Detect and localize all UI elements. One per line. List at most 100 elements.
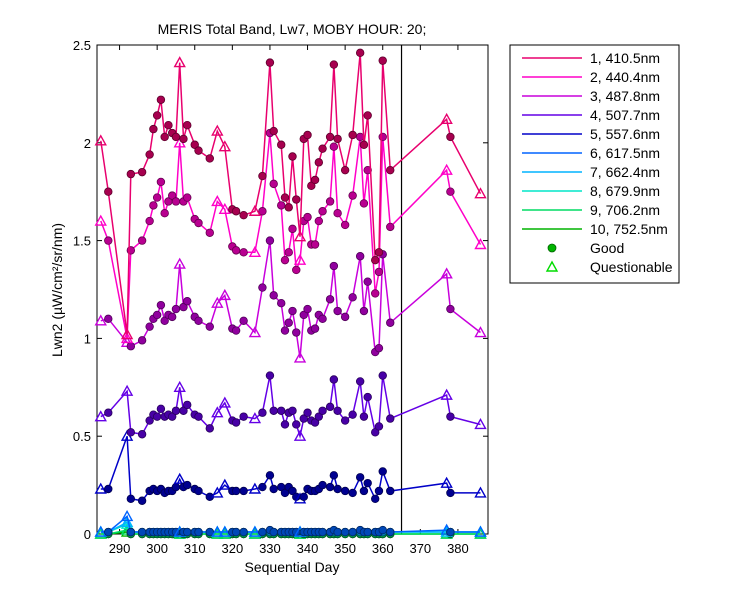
- good-point: [231, 326, 241, 335]
- good-point: [179, 134, 188, 144]
- good-point: [310, 175, 320, 185]
- good-point: [359, 306, 369, 316]
- questionable-point: [248, 482, 262, 494]
- questionable-point: [248, 412, 262, 424]
- good-point: [137, 236, 147, 245]
- good-point: [179, 406, 188, 415]
- good-point: [363, 165, 372, 175]
- good-point: [340, 527, 350, 537]
- x-tick-label: 340: [297, 541, 319, 556]
- good-point: [231, 486, 241, 496]
- good-point: [231, 207, 241, 216]
- legend-label: Good: [590, 240, 624, 256]
- good-point: [277, 406, 286, 415]
- good-point: [231, 246, 241, 255]
- good-point: [152, 111, 162, 120]
- good-point: [258, 482, 267, 492]
- good-point: [231, 527, 241, 537]
- good-point: [205, 527, 214, 537]
- good-point: [386, 165, 395, 175]
- good-point: [378, 467, 387, 476]
- questionable-point: [120, 328, 134, 340]
- good-point: [355, 252, 365, 261]
- y-axis-label: Lwn2 (µW/cm²/sr/nm): [49, 223, 65, 357]
- x-tick-label: 360: [372, 541, 394, 556]
- questionable-point: [218, 288, 232, 301]
- good-point: [126, 246, 136, 255]
- good-point: [194, 527, 203, 537]
- good-point: [145, 216, 154, 226]
- good-point: [171, 482, 181, 492]
- questionable-point: [293, 351, 307, 363]
- good-point: [292, 265, 301, 275]
- good-point: [371, 289, 380, 298]
- good-point: [348, 293, 357, 302]
- x-tick-label: 370: [409, 541, 431, 556]
- questionable-point: [474, 525, 487, 537]
- good-point: [258, 171, 267, 181]
- good-point: [340, 220, 350, 230]
- questionable-point: [211, 525, 224, 537]
- x-tick-label: 320: [221, 541, 243, 556]
- good-point: [363, 277, 372, 286]
- legend-label: 4, 507.7nm: [590, 107, 660, 123]
- good-point: [333, 527, 342, 537]
- good-point: [386, 486, 395, 496]
- good-point: [374, 343, 384, 353]
- good-point: [126, 494, 136, 503]
- good-point: [386, 414, 395, 423]
- good-point: [126, 428, 136, 437]
- good-point: [299, 414, 308, 423]
- good-point: [359, 486, 369, 496]
- good-point: [160, 209, 169, 218]
- good-point: [292, 420, 301, 429]
- questionable-point: [211, 195, 224, 207]
- good-point: [340, 416, 350, 425]
- legend-label: 5, 557.6nm: [590, 126, 660, 142]
- good-point: [137, 336, 147, 345]
- good-point: [104, 408, 113, 417]
- good-point: [325, 402, 335, 412]
- legend-marker: [547, 243, 557, 253]
- legend: 1, 410.5nm 2, 440.4nm 3, 487.8nm 4, 507.7nm…: [509, 44, 680, 284]
- questionable-point: [94, 525, 107, 537]
- questionable-point: [440, 112, 453, 125]
- good-point: [446, 488, 455, 498]
- questionable-point: [293, 230, 307, 242]
- y-tick-label: 2: [84, 136, 91, 151]
- legend-marker: [545, 260, 559, 272]
- good-point: [149, 201, 158, 210]
- good-point: [329, 261, 339, 271]
- good-point: [325, 295, 335, 304]
- questionable-point: [474, 187, 487, 199]
- good-point: [348, 130, 357, 140]
- good-point: [292, 328, 301, 337]
- good-point: [239, 210, 248, 220]
- legend-label: 1, 410.5nm: [590, 50, 660, 66]
- questionable-point: [173, 257, 186, 269]
- good-point: [363, 478, 372, 488]
- x-axis-label: Sequential Day: [245, 559, 340, 575]
- good-point: [258, 283, 267, 292]
- questionable-point: [94, 314, 107, 326]
- good-point: [329, 142, 339, 151]
- good-point: [363, 527, 372, 537]
- questionable-point: [120, 515, 134, 527]
- good-point: [269, 179, 278, 189]
- good-point: [269, 291, 278, 300]
- good-point: [371, 428, 380, 437]
- good-point: [348, 527, 357, 537]
- good-point: [277, 201, 286, 210]
- good-point: [167, 191, 177, 200]
- good-point: [288, 406, 297, 415]
- good-point: [239, 412, 248, 421]
- good-point: [446, 527, 455, 537]
- questionable-point: [94, 134, 107, 146]
- good-point: [318, 480, 327, 490]
- good-point: [137, 496, 147, 505]
- good-point: [183, 400, 192, 410]
- good-point: [104, 236, 113, 245]
- x-tick-label: 330: [259, 541, 281, 556]
- legend-label: 9, 706.2nm: [590, 202, 660, 218]
